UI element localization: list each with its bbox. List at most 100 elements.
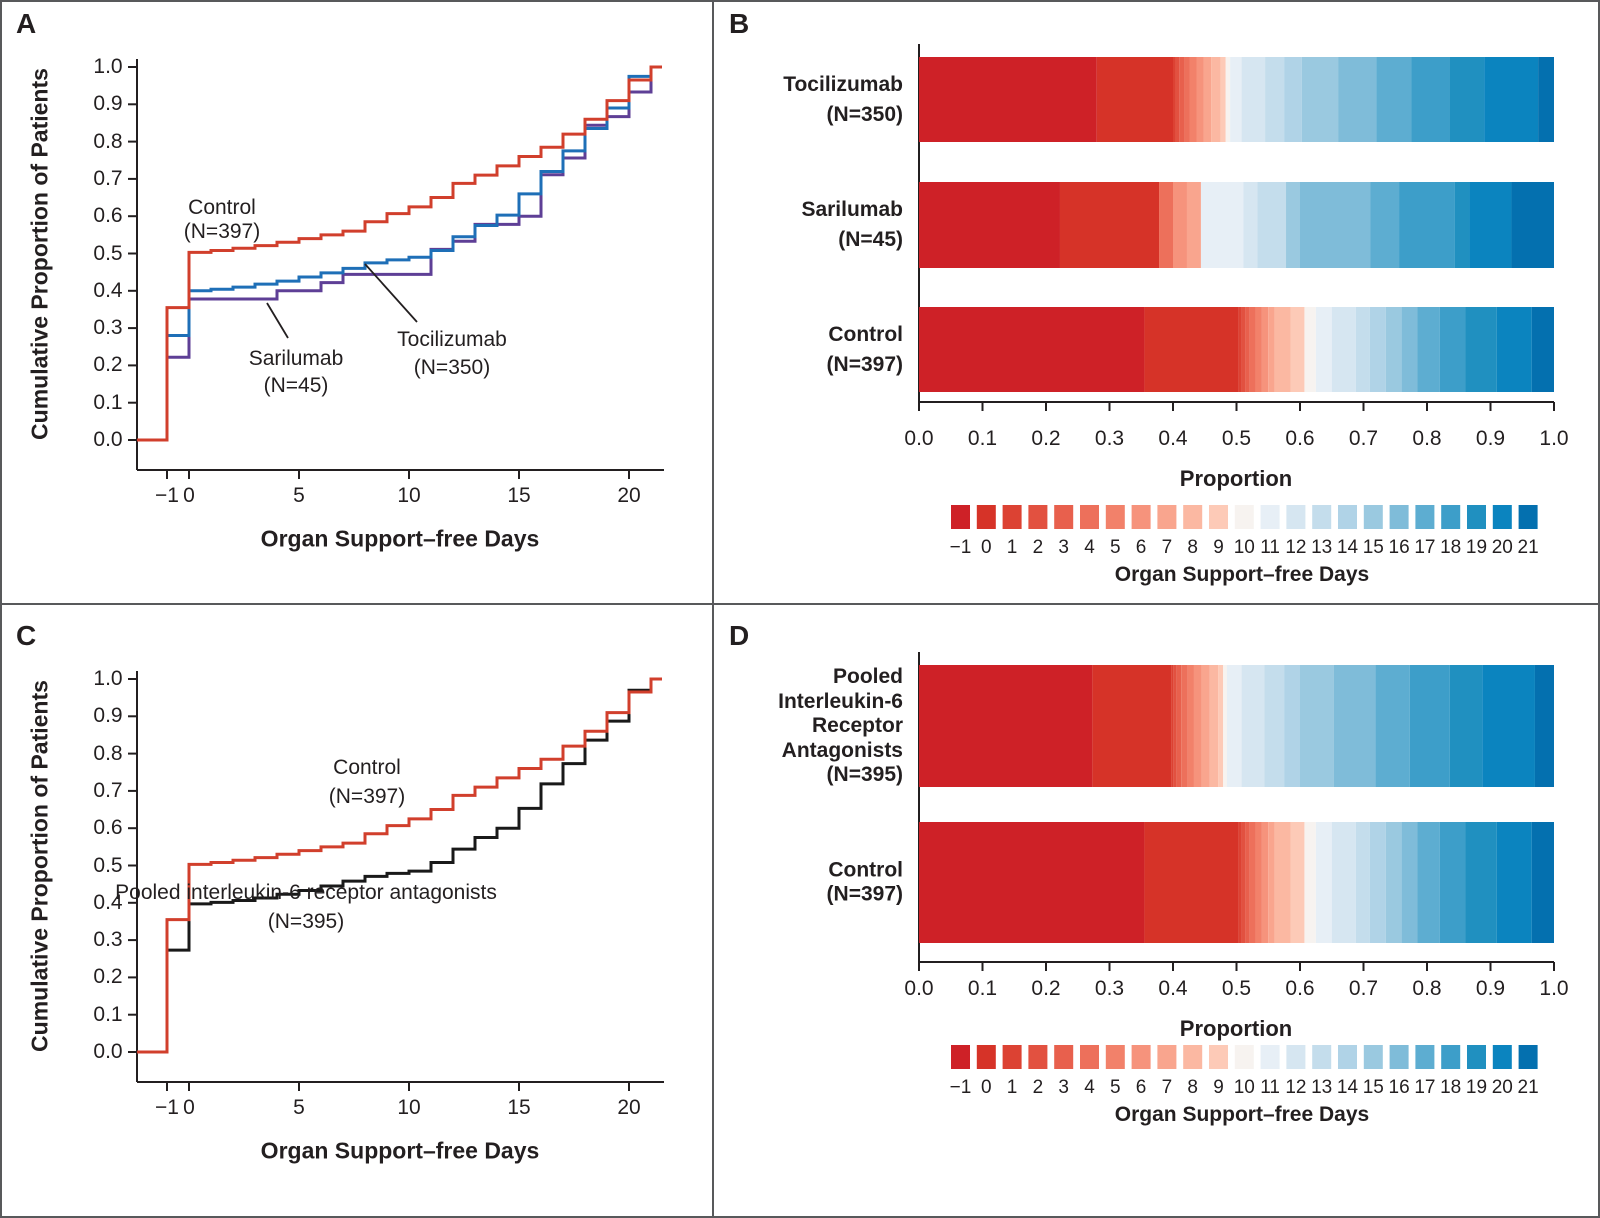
panel-b-bar-segment-day11 [1200,182,1244,268]
panel-b-legend-swatch-day3 [1054,505,1074,529]
panel-b-bar-segment-day8 [1211,57,1221,142]
panel-c-x-tick-label: 0 [183,1096,195,1119]
panel-d-legend-swatch-day−1 [951,1045,970,1069]
panel-a-x-tick-label: −1 [155,484,179,507]
panel-b-row-label: Tocilizumab (N=350) [783,70,903,130]
panel-a-annotation-label: (N=397) [183,220,261,243]
panel-d-bar-segment-day19 [1465,822,1497,943]
panel-b-legend-swatch-day12 [1286,505,1306,529]
panel-b-bar-segment-day3 [1245,307,1250,392]
panel-b-bar-segment-day15 [1385,307,1402,392]
panel-b-legend-label: 21 [1517,537,1539,558]
panel-b-legend-label: 18 [1440,537,1462,558]
panel-d-legend-label: 13 [1311,1077,1333,1098]
panel-b-bar-segment-day3 [1179,57,1185,142]
panel-b-legend-swatch-day15 [1363,505,1383,529]
panel-b-bar-segment-day7 [1186,182,1201,268]
panel-b-legend-swatch-day18 [1441,505,1461,529]
panel-d-x-tick-label: 0.2 [1031,977,1061,1000]
panel-d-legend-swatch-day6 [1131,1045,1151,1069]
panel-b-bar-segment-day20 [1484,57,1539,142]
panel-b-legend-swatch-day19 [1467,505,1486,529]
panel-b-bar-segment-day21 [1538,57,1554,142]
panel-divider-vertical [712,2,714,1216]
panel-b-bar-segment-day6 [1173,182,1187,268]
panel-b-legend-label: 12 [1285,537,1307,558]
panel-b-x-tick-label: 0.7 [1348,427,1379,450]
panel-c-annotation-label: (N=395) [267,910,345,933]
panel-d-legend-swatch-day16 [1389,1045,1409,1069]
panel-b-x-tick-label: 1.0 [1539,427,1569,450]
panel-b-bar-segment-day15 [1301,57,1339,142]
panel-a-x-tick-label: 15 [507,484,531,507]
panel-d-legend-label: −1 [949,1077,972,1098]
panel-d-legend-label: 2 [1032,1077,1044,1098]
panel-d-x-tick-label: 0.8 [1412,977,1442,1000]
panel-d-bar-segment-day12 [1331,822,1356,943]
panel-b-bar-segment-day18 [1399,182,1455,268]
panel-a-y-tick-label: 0.2 [93,353,123,377]
panel-b-bar-segment-day-1 [919,307,1145,392]
panel-b-bar-segment-day6 [1261,307,1269,392]
panel-a-y-tick-label: 0.5 [93,241,123,265]
panel-a-annotation-label: (N=350) [413,356,491,379]
panel-b-bar-segment-day2 [1241,307,1246,392]
panel-a-annotation-leader [364,263,418,323]
panel-b-row-label: Sarilumab (N=45) [801,195,903,255]
panel-d-bar-segment-day6 [1261,822,1269,943]
panel-b-legend-label: 8 [1187,537,1198,558]
panel-d-legend-swatch-day10 [1234,1045,1254,1069]
panel-d-bar-segment-day16 [1333,665,1376,787]
panel-c-x-tick-label: 20 [617,1096,641,1119]
panel-b-legend-swatch-day11 [1260,505,1280,529]
panel-d-x-tick-label: 0.7 [1348,977,1379,1000]
panel-d-bar-segment-day19 [1449,665,1483,787]
panel-d-x-tick-label: 0.1 [967,977,998,1000]
panel-c-y-tick-label: 0.3 [93,928,123,952]
panel-a-x-tick-label: 20 [617,484,641,507]
panel-b-bar-segment-day13 [1355,307,1370,392]
panel-d-row-label: Control (N=397) [827,858,903,907]
panel-c-y-tick-label: 0.9 [93,704,123,728]
panel-b-legend-label: 13 [1311,537,1333,558]
panel-d-bar-segment-day21 [1531,822,1554,943]
panel-d-x-tick-label: 0.5 [1221,977,1252,1000]
panel-d-legend-swatch-day13 [1312,1045,1332,1069]
panel-d-legend-label: 0 [981,1077,992,1098]
panel-b-legend-swatch-day14 [1338,505,1357,529]
panel-b-bar-segment-day17 [1417,307,1440,392]
panel-d-bar-segment-day10 [1223,665,1227,787]
panel-d-legend-label: 21 [1517,1077,1539,1098]
panel-c-x-axis-title: Organ Support–free Days [260,1137,540,1164]
panel-b-legend-swatch-day1 [1002,505,1022,529]
panel-d-legend-label: 8 [1187,1077,1198,1098]
panel-d-legend-swatch-day2 [1028,1045,1048,1069]
panel-b-bar-segment-day5 [1189,57,1197,142]
panel-a-y-tick-label: 0.6 [93,204,123,228]
panel-b-bar-segment-day13 [1257,182,1287,268]
panel-d-legend-label: 1 [1006,1077,1018,1098]
panel-b-bar-segment-day11 [1230,57,1242,142]
panel-b-legend-swatch-day9 [1209,505,1228,529]
panel-c-x-tick-label: 15 [507,1096,531,1119]
panel-a-y-tick-label: 0.4 [93,278,123,302]
panel-d-legend-swatch-day9 [1209,1045,1228,1069]
panel-b-legend-label: 10 [1233,537,1255,558]
panel-c-y-tick-label: 0.5 [93,853,123,877]
panel-b-legend-swatch-day2 [1028,505,1048,529]
panel-d-row-label-line: Control [828,858,903,881]
panel-b-bar-segment-day7 [1203,57,1212,142]
panel-d-bar-segment-day0 [1092,665,1172,787]
panel-d-legend-label: 9 [1213,1077,1224,1098]
panel-d-x-tick-label: 0.9 [1475,977,1506,1000]
panel-b-legend-swatch-day13 [1312,505,1332,529]
panel-d-row-label-line: (N=397) [826,882,903,906]
panel-a-annotation-leader [266,302,289,339]
panel-c-y-tick-label: 0.7 [93,778,123,802]
panel-d-bar-segment-day-1 [919,822,1145,943]
panel-c-y-axis-title: Cumulative Proportion of Patients [26,680,53,1052]
panel-b-legend-label: 16 [1388,537,1410,558]
panel-d-legend-label: 19 [1465,1077,1488,1098]
panel-d-row-label-line: Antagonists [781,738,903,762]
